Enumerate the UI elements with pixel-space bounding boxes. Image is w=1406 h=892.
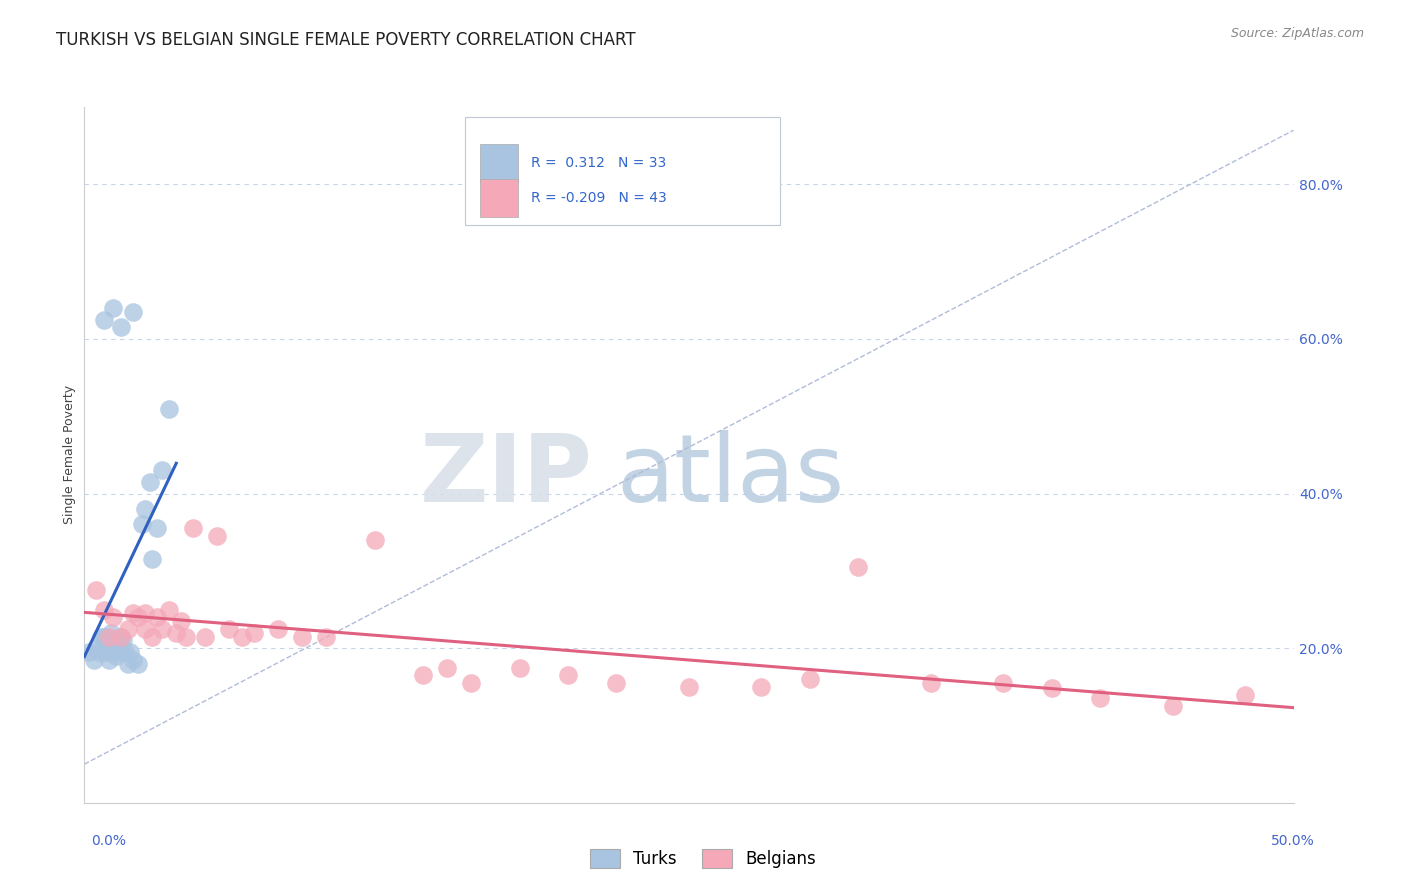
Point bbox=[460, 676, 482, 690]
Point bbox=[267, 622, 290, 636]
Point bbox=[97, 645, 120, 659]
Text: atlas: atlas bbox=[616, 430, 845, 522]
FancyBboxPatch shape bbox=[465, 118, 780, 226]
Point bbox=[557, 668, 579, 682]
Point bbox=[146, 610, 169, 624]
Point bbox=[117, 622, 139, 636]
Point bbox=[157, 602, 180, 616]
Point bbox=[90, 630, 112, 644]
Point bbox=[120, 645, 142, 659]
Point bbox=[93, 602, 115, 616]
Point bbox=[846, 560, 869, 574]
Point bbox=[117, 657, 139, 671]
Point bbox=[86, 641, 108, 656]
Point bbox=[104, 648, 127, 663]
Point bbox=[110, 645, 132, 659]
Point bbox=[94, 645, 117, 659]
Point bbox=[165, 625, 187, 640]
Point bbox=[315, 630, 337, 644]
Point bbox=[150, 463, 173, 477]
Text: 50.0%: 50.0% bbox=[1271, 834, 1315, 848]
Point bbox=[605, 676, 627, 690]
Point bbox=[93, 312, 115, 326]
Point bbox=[86, 583, 108, 598]
Point bbox=[110, 630, 132, 644]
Point bbox=[194, 630, 217, 644]
Point bbox=[77, 645, 100, 659]
Point bbox=[97, 630, 120, 644]
Point bbox=[509, 660, 531, 674]
Point bbox=[134, 622, 156, 636]
Point bbox=[103, 633, 125, 648]
Point bbox=[107, 637, 129, 651]
Point bbox=[94, 633, 117, 648]
Point bbox=[181, 521, 204, 535]
Point bbox=[170, 614, 193, 628]
Point bbox=[121, 607, 143, 621]
Text: TURKISH VS BELGIAN SINGLE FEMALE POVERTY CORRELATION CHART: TURKISH VS BELGIAN SINGLE FEMALE POVERTY… bbox=[56, 31, 636, 49]
Point bbox=[993, 676, 1015, 690]
Point bbox=[110, 630, 132, 644]
Point bbox=[1088, 691, 1111, 706]
Point bbox=[157, 401, 180, 416]
Point bbox=[100, 625, 122, 640]
Point bbox=[121, 653, 143, 667]
Point bbox=[146, 521, 169, 535]
Point bbox=[87, 645, 110, 659]
Point bbox=[114, 645, 136, 659]
Point bbox=[127, 657, 149, 671]
Point bbox=[799, 672, 821, 686]
Point bbox=[121, 305, 143, 319]
Point bbox=[174, 630, 197, 644]
Y-axis label: Single Female Poverty: Single Female Poverty bbox=[63, 385, 76, 524]
Point bbox=[231, 630, 253, 644]
Point bbox=[920, 676, 942, 690]
Point bbox=[131, 517, 153, 532]
Text: Source: ZipAtlas.com: Source: ZipAtlas.com bbox=[1230, 27, 1364, 40]
Point bbox=[134, 607, 156, 621]
Point bbox=[218, 622, 240, 636]
Point bbox=[93, 630, 115, 644]
Text: ZIP: ZIP bbox=[419, 430, 592, 522]
Point bbox=[1161, 699, 1184, 714]
Point bbox=[112, 633, 135, 648]
Text: R =  0.312   N = 33: R = 0.312 N = 33 bbox=[530, 156, 666, 170]
Point bbox=[150, 622, 173, 636]
Point bbox=[97, 653, 120, 667]
Point bbox=[103, 610, 125, 624]
Point bbox=[242, 625, 264, 640]
Point bbox=[207, 529, 229, 543]
Point bbox=[291, 630, 314, 644]
Point bbox=[1040, 681, 1063, 696]
Point bbox=[134, 502, 156, 516]
Point bbox=[141, 552, 163, 566]
Text: R = -0.209   N = 43: R = -0.209 N = 43 bbox=[530, 192, 666, 205]
Point bbox=[110, 320, 132, 334]
Point bbox=[436, 660, 458, 674]
Point bbox=[1234, 688, 1257, 702]
Point bbox=[138, 475, 160, 489]
Legend: Turks, Belgians: Turks, Belgians bbox=[583, 842, 823, 875]
Point bbox=[751, 680, 773, 694]
Point bbox=[141, 630, 163, 644]
FancyBboxPatch shape bbox=[479, 179, 519, 218]
Point bbox=[678, 680, 700, 694]
Point bbox=[127, 610, 149, 624]
Point bbox=[363, 533, 385, 547]
Point bbox=[83, 653, 105, 667]
Point bbox=[103, 301, 125, 315]
FancyBboxPatch shape bbox=[479, 145, 519, 183]
Text: 0.0%: 0.0% bbox=[91, 834, 127, 848]
Point bbox=[412, 668, 434, 682]
